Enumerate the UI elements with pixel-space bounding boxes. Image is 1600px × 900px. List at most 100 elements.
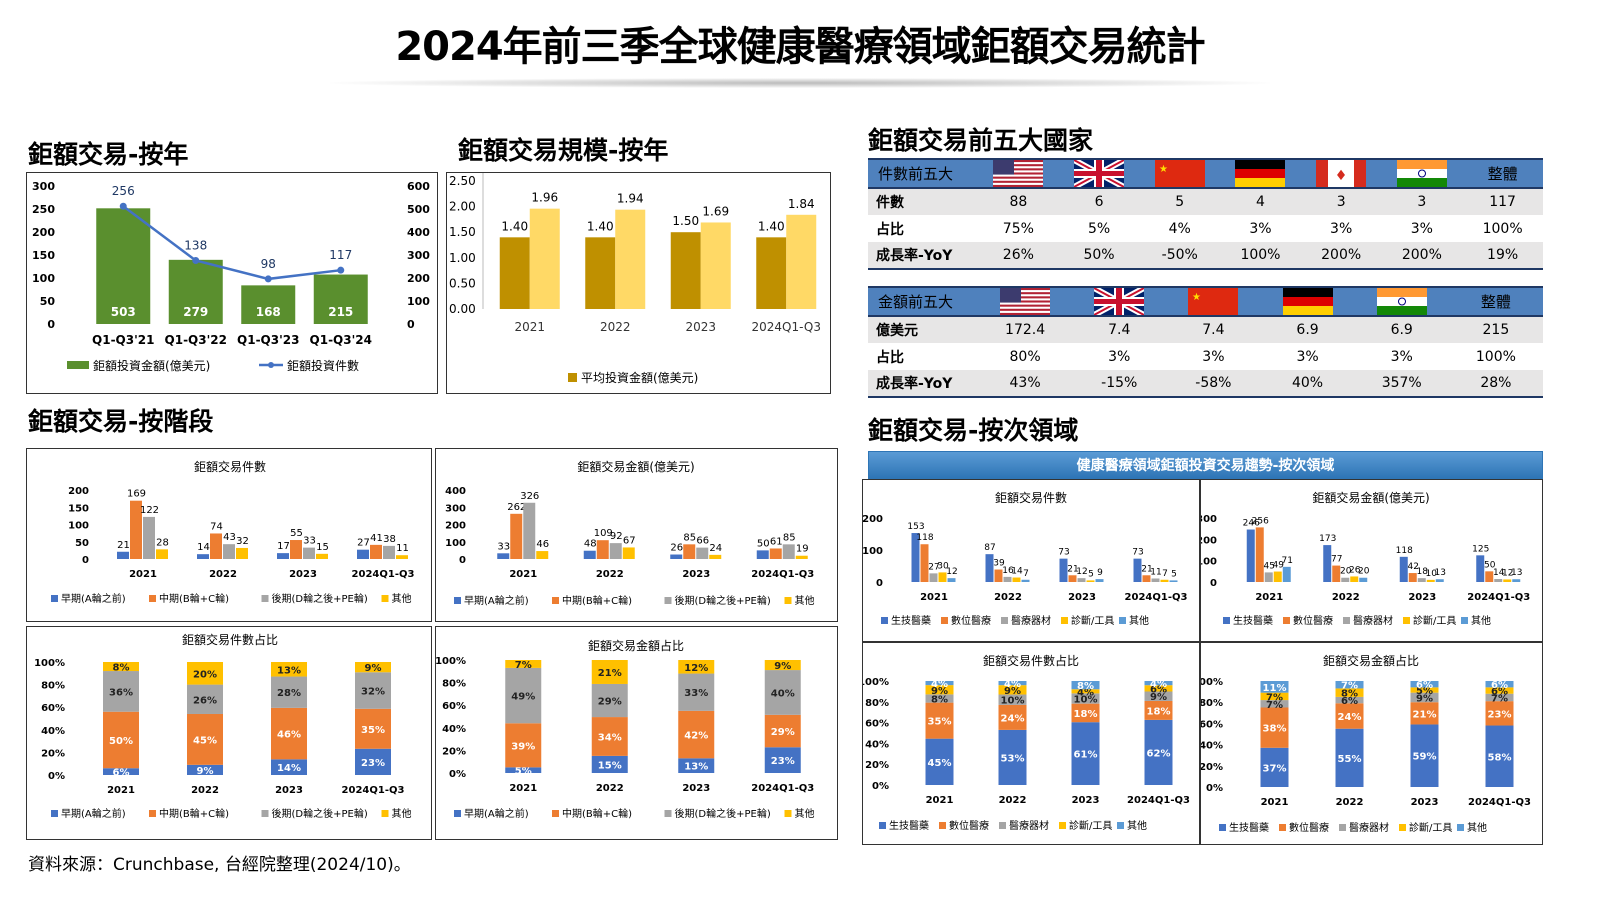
table-row: 成長率-YoY 43% -15% -58% 40% 357% 28%	[868, 370, 1543, 398]
y-tick-label: 100	[445, 538, 466, 549]
data-label: 1.40	[758, 219, 785, 233]
data-label: 1.50	[672, 214, 699, 228]
table-header-flag	[1220, 158, 1301, 189]
y2-tick-label: 400	[407, 226, 430, 239]
stacked-bar-segment	[1485, 725, 1514, 787]
data-label: 38%	[1263, 724, 1287, 735]
stacked-bar-segment	[998, 681, 1027, 686]
stacked-bar-segment	[355, 708, 391, 749]
data-label: 27	[357, 538, 370, 549]
line-point	[192, 257, 200, 265]
x-tick-label: 2024Q1-Q3	[1127, 795, 1190, 806]
data-label: 43	[223, 532, 236, 543]
stacked-bar-segment	[1410, 724, 1439, 787]
x-tick-label: 2022	[209, 569, 237, 580]
table-header-flag	[1072, 286, 1167, 317]
data-label: 1.96	[531, 191, 558, 205]
x-tick-label: 2022	[1336, 797, 1364, 808]
stacked-bar-segment	[764, 670, 801, 715]
table-cell: 100%	[1448, 343, 1543, 370]
bar	[510, 513, 523, 559]
data-label: 125	[1472, 544, 1489, 554]
y-tick-label: 40%	[865, 739, 889, 750]
bar	[223, 544, 235, 559]
data-label: 12	[1502, 568, 1513, 578]
data-label: 49	[1273, 561, 1285, 571]
table-cell: -50%	[1139, 242, 1221, 270]
bar	[241, 285, 296, 324]
legend-swatch	[1399, 824, 1406, 831]
data-label: 30	[937, 561, 949, 571]
data-label: 279	[183, 305, 208, 319]
legend-swatch	[381, 595, 389, 602]
data-label: 20%	[193, 669, 217, 680]
data-label: 14%	[277, 763, 301, 774]
data-label: 9%	[774, 661, 791, 672]
data-label: 9	[1097, 568, 1103, 578]
bar	[683, 544, 696, 559]
stacked-bar-segment	[103, 768, 139, 775]
data-label: 18%	[1147, 706, 1171, 717]
stacked-bar-segment	[678, 710, 715, 759]
stacked-bar-segment	[271, 707, 307, 760]
bar	[197, 554, 209, 559]
us-flag	[1000, 288, 1051, 315]
stacked-bar-segment	[1485, 681, 1514, 688]
stacked-bar-segment	[1071, 693, 1100, 704]
table-header-flag: ♦	[1300, 158, 1382, 189]
table-header-flag	[978, 158, 1059, 189]
row-label: 占比	[868, 215, 978, 242]
data-label: 18%	[1074, 709, 1098, 720]
data-label: 10	[1426, 569, 1438, 579]
china-flag: ★	[1154, 160, 1205, 187]
legend-swatch	[261, 810, 269, 817]
us-flag	[993, 160, 1044, 187]
legend-label: 其他	[1129, 614, 1149, 627]
legend-label: 其他	[1127, 819, 1147, 832]
table-cell: 357%	[1354, 370, 1449, 398]
data-label: 169	[127, 489, 146, 500]
table-header-label: 件數前五大	[868, 158, 978, 189]
legend-label: 生技醫藥	[889, 819, 929, 832]
bar	[1255, 527, 1264, 582]
bar	[523, 502, 536, 559]
title-divider	[330, 78, 1270, 88]
y-tick-label: 200	[32, 226, 55, 239]
legend-label: 中期(B輪+C輪)	[562, 594, 632, 607]
data-label: 46%	[277, 730, 301, 741]
data-label: 23%	[361, 758, 385, 769]
table-row: 成長率-YoY 26% 50% -50% 100% 200% 200% 19%	[868, 242, 1543, 270]
table-cell: 28%	[1448, 370, 1543, 398]
chart-panel-by-year: 0 50 100 150 200 250 300 0 100 200 300 400 500 600 503…	[26, 172, 438, 394]
stacked-bar-segment	[1260, 700, 1289, 708]
data-label: 42	[1408, 562, 1419, 572]
data-label: 12	[946, 567, 957, 577]
data-label: 26%	[193, 695, 217, 706]
bar	[596, 540, 609, 559]
table-cell: 100%	[1220, 242, 1301, 270]
bar	[1426, 579, 1435, 582]
legend-swatch	[1339, 824, 1346, 831]
data-label: 32	[236, 536, 249, 547]
table-header-flag	[978, 286, 1073, 317]
data-label: 48	[584, 539, 597, 550]
germany-flag	[1282, 288, 1333, 315]
table-cell: 88	[978, 188, 1059, 216]
data-label: 6%	[1416, 680, 1433, 691]
chart-panel-stage-amount-pct: 鉅額交易金額占比 0% 20% 40% 60% 80% 100% 5% 39% 49% 7% 2021…	[435, 626, 838, 840]
chart-subfield-count-pct: 鉅額交易件數占比0%20%40%60%80%100%45%35%8%9%4%20…	[863, 653, 1190, 832]
data-label: 36%	[109, 687, 133, 698]
stacked-bar-segment	[1335, 728, 1364, 787]
bar	[1151, 578, 1160, 582]
table-row: 億美元 172.4 7.4 7.4 6.9 6.9 215	[868, 316, 1543, 344]
data-label: 8%	[1077, 681, 1094, 692]
table-cell: 215	[1448, 316, 1543, 344]
row-label: 占比	[868, 343, 978, 370]
data-label: 71	[1282, 556, 1293, 566]
x-tick-label: Q1-Q3'22	[165, 333, 227, 347]
stacked-bar-segment	[103, 671, 139, 712]
stacked-bar-segment	[187, 662, 223, 685]
y-tick-label: 60%	[41, 703, 65, 714]
data-label: 10%	[1074, 695, 1098, 706]
table-header-flag	[1058, 158, 1140, 189]
